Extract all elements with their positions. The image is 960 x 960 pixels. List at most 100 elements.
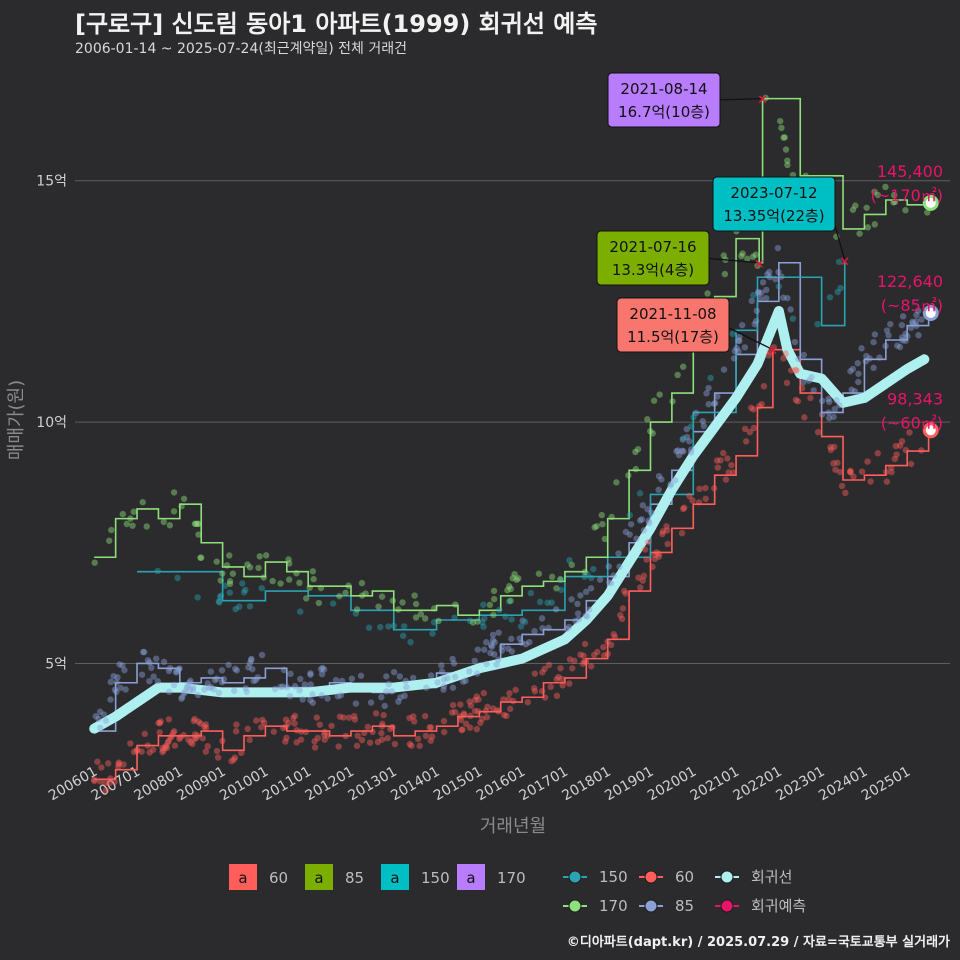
chart-title: [구로구] 신도림 동아1 아파트(1999) 회귀선 예측 [75, 10, 598, 38]
data-point-85 [915, 332, 922, 339]
data-point-60 [750, 424, 758, 432]
data-point-85 [121, 666, 128, 674]
data-point-85 [249, 665, 256, 673]
data-point-85 [113, 688, 120, 696]
data-point-85 [753, 307, 760, 315]
data-point-85 [615, 550, 622, 557]
x-tick-labels: 2006012007012008012009012010012011012012… [46, 764, 913, 805]
data-point-170 [362, 590, 369, 597]
data-point-170 [198, 554, 205, 561]
data-point-60 [164, 739, 172, 746]
data-point-60 [253, 717, 260, 724]
data-point-85 [918, 316, 925, 323]
data-point-60 [480, 689, 488, 697]
data-point-60 [458, 726, 465, 734]
data-point-170 [581, 568, 589, 576]
forecast-area: (~170㎡) [871, 186, 943, 205]
data-point-60 [391, 740, 399, 748]
data-point-60 [643, 556, 650, 563]
data-point-85 [849, 365, 857, 373]
data-point-60 [582, 658, 590, 666]
data-point-85 [383, 688, 390, 695]
data-point-85 [519, 617, 526, 624]
data-point-85 [763, 286, 770, 294]
data-point-60 [120, 761, 127, 768]
data-point-60 [834, 459, 841, 466]
data-point-60 [645, 539, 652, 546]
data-point-60 [202, 721, 209, 728]
data-point-85 [242, 685, 249, 692]
data-point-85 [498, 643, 506, 650]
data-point-170 [170, 508, 178, 515]
data-point-60 [787, 367, 795, 374]
data-point-85 [646, 519, 653, 527]
data-point-170 [553, 585, 560, 592]
data-point-60 [340, 714, 347, 721]
data-point-60 [185, 736, 192, 743]
annotation-price: 16.7억(10층) [618, 103, 710, 121]
data-point-60 [197, 720, 204, 727]
data-point-60 [321, 736, 328, 743]
forecast-area: (~60㎡) [881, 413, 943, 432]
data-point-85 [110, 672, 117, 680]
data-point-170 [513, 576, 520, 584]
data-point-85 [848, 386, 855, 393]
data-point-170 [891, 198, 899, 206]
data-point-60 [622, 590, 629, 597]
data-point-60 [793, 367, 800, 374]
data-point-85 [396, 673, 404, 680]
data-point-60 [190, 717, 198, 725]
data-point-60 [695, 499, 703, 506]
data-point-170 [656, 391, 663, 398]
data-point-85 [748, 297, 755, 305]
data-point-60 [814, 428, 822, 436]
data-point-85 [122, 686, 129, 693]
data-point-170 [106, 537, 113, 544]
data-point-60 [342, 732, 350, 740]
data-point-170 [782, 146, 790, 153]
data-point-150 [548, 599, 555, 606]
data-point-60 [156, 719, 163, 727]
data-point-60 [354, 732, 361, 739]
data-point-85 [639, 502, 647, 509]
data-point-85 [338, 677, 346, 685]
data-point-170 [507, 585, 515, 593]
data-point-60 [680, 505, 687, 513]
data-point-60 [440, 728, 448, 736]
data-point-150 [680, 435, 687, 442]
data-point-60 [389, 723, 396, 731]
data-point-85 [565, 623, 573, 631]
data-point-60 [316, 721, 324, 728]
data-point-85 [438, 668, 446, 675]
data-point-150 [775, 283, 783, 290]
data-point-60 [219, 737, 226, 745]
data-point-85 [833, 396, 840, 404]
data-point-85 [427, 672, 435, 679]
data-point-150 [814, 320, 821, 328]
data-point-85 [117, 684, 124, 691]
data-point-150 [527, 589, 535, 597]
data-point-150 [365, 624, 373, 631]
data-point-85 [440, 682, 448, 690]
data-point-85 [876, 354, 883, 361]
data-point-60 [416, 742, 423, 750]
data-point-150 [242, 586, 249, 594]
data-point-85 [791, 338, 799, 346]
data-point-60 [553, 676, 560, 683]
data-point-85 [102, 717, 110, 724]
data-point-85 [866, 355, 873, 362]
data-point-60 [314, 734, 322, 742]
data-point-150 [401, 623, 408, 630]
legend-swatch-170 [457, 864, 485, 890]
data-point-60 [837, 468, 844, 476]
data-point-60 [171, 742, 179, 749]
data-point-60 [282, 738, 289, 745]
data-point-85 [100, 711, 108, 718]
data-point-85 [775, 268, 782, 276]
data-point-60 [353, 742, 361, 750]
data-point-85 [299, 696, 306, 703]
data-point-60 [462, 720, 470, 727]
data-point-60 [127, 740, 134, 747]
data-point-85 [870, 364, 877, 372]
data-point-85 [317, 665, 325, 673]
